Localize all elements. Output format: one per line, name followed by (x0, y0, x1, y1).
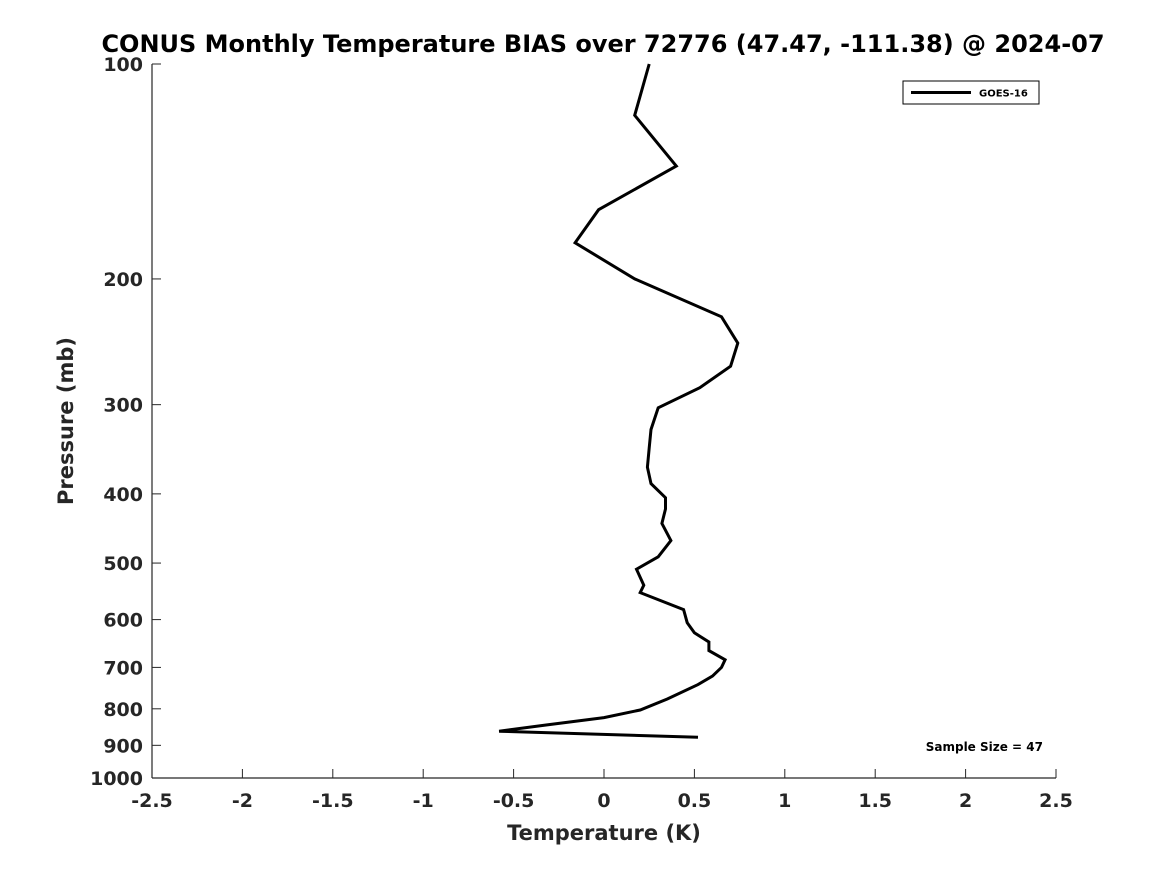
x-tick-label: -1 (413, 790, 434, 812)
legend: GOES-16 (902, 80, 1040, 105)
chart-title: CONUS Monthly Temperature BIAS over 7277… (101, 30, 1104, 58)
y-tick-label: 500 (103, 553, 143, 575)
y-tick-label: 800 (103, 699, 143, 721)
x-tick-label: 1.5 (858, 790, 892, 812)
x-axis-label: Temperature (K) (507, 821, 701, 845)
axes (151, 64, 1056, 779)
x-tick-label: 2.5 (1039, 790, 1073, 812)
y-tick-label: 200 (103, 269, 143, 291)
y-tick-label: 700 (103, 657, 143, 679)
series-line-goes-16 (498, 63, 740, 739)
y-axis-ticks: 100 200 300 400 500 600 700 800 900 1000 (90, 54, 161, 790)
x-tick-label: -1.5 (312, 790, 354, 812)
legend-label-goes-16: GOES-16 (979, 89, 1028, 100)
x-tick-label: 1 (778, 790, 791, 812)
y-tick-label: 400 (103, 484, 143, 506)
y-tick-label: 300 (103, 395, 143, 417)
series-layer (498, 63, 740, 739)
x-tick-label: -0.5 (493, 790, 535, 812)
y-tick-label: 600 (103, 610, 143, 632)
x-tick-label: 0.5 (678, 790, 712, 812)
x-tick-label: -2.5 (131, 790, 173, 812)
x-tick-label: 0 (597, 790, 610, 812)
x-tick-label: 2 (959, 790, 972, 812)
x-tick-label: -2 (232, 790, 253, 812)
sample-size-annotation: Sample Size = 47 (926, 740, 1043, 754)
y-axis-label: Pressure (mb) (54, 337, 78, 505)
y-tick-label: 1000 (90, 768, 143, 790)
y-tick-label: 900 (103, 735, 143, 757)
y-tick-label: 100 (103, 54, 143, 76)
x-axis-ticks: -2.5 -2 -1.5 -1 -0.5 0 0.5 1 1.5 2 2.5 (131, 769, 1073, 812)
